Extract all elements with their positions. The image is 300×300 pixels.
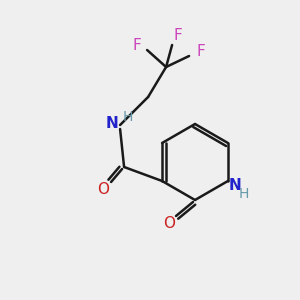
Text: O: O (97, 182, 109, 197)
Text: H: H (123, 110, 133, 124)
Text: F: F (197, 44, 206, 59)
Text: F: F (133, 38, 142, 52)
Text: N: N (106, 116, 118, 131)
Text: N: N (229, 178, 241, 193)
Text: H: H (239, 187, 249, 201)
Text: F: F (174, 28, 182, 44)
Text: O: O (163, 217, 175, 232)
